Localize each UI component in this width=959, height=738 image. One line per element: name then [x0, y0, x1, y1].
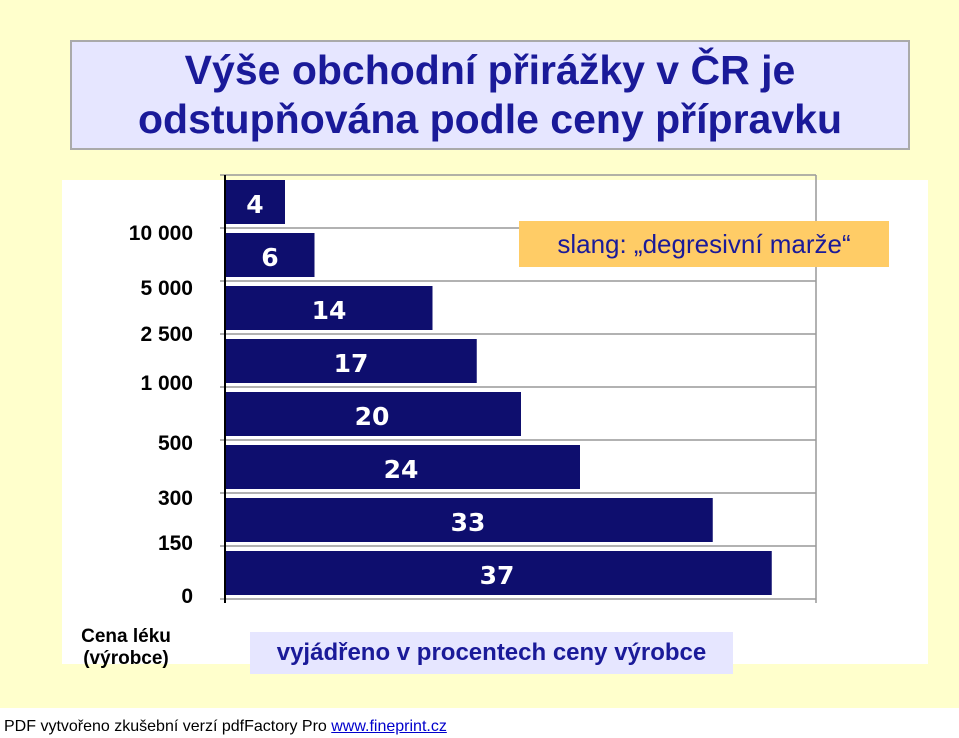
bar-data-label: 4: [246, 190, 263, 219]
bar-data-label: 33: [451, 508, 486, 537]
bar-data-label: 37: [480, 561, 515, 590]
bar: [226, 498, 713, 542]
bar: [226, 180, 285, 224]
y-axis-label-text: Cena léku (výrobce): [81, 626, 171, 669]
bar: [226, 551, 772, 595]
footer-watermark: PDF vytvořeno zkušební verzí pdfFactory …: [4, 717, 447, 737]
y-tick-label: 1 000: [140, 372, 193, 395]
bar: [226, 339, 477, 383]
y-tick-label: 150: [157, 532, 193, 555]
y-tick-label: 0: [181, 585, 193, 608]
y-tick-label: 300: [157, 487, 193, 510]
bar: [226, 445, 580, 489]
footer-text: PDF vytvořeno zkušební verzí pdfFactory …: [4, 718, 332, 735]
y-axis-label: Cena léku (výrobce): [66, 626, 186, 670]
bar: [226, 233, 315, 277]
bar-chart: 4 6 14 17 20 24 33 37: [220, 174, 817, 603]
title-line-2: odstupňována podle ceny přípravku: [138, 96, 842, 142]
y-tick-label: 500: [157, 432, 193, 455]
y-tick-label: 2 500: [140, 323, 193, 346]
y-tick-label: 10 000: [128, 222, 193, 245]
footer-link[interactable]: www.fineprint.cz: [331, 718, 447, 735]
bar-data-label: 6: [261, 243, 278, 272]
bar-data-label: 14: [312, 296, 347, 325]
annotation-slang: slang: „degresivní marže“: [519, 221, 889, 267]
bar-data-label: 17: [334, 349, 369, 378]
title-line-1: Výše obchodní přirážky v ČR je: [184, 47, 796, 93]
bar-data-label: 20: [355, 402, 390, 431]
x-axis-label: vyjádřeno v procentech ceny výrobce: [250, 632, 733, 674]
slide-title: Výše obchodní přirážky v ČR je odstupňov…: [70, 40, 910, 150]
bar-data-label: 24: [384, 455, 419, 484]
bar: [226, 392, 521, 436]
y-tick-label: 5 000: [140, 277, 193, 300]
bar: [226, 286, 433, 330]
